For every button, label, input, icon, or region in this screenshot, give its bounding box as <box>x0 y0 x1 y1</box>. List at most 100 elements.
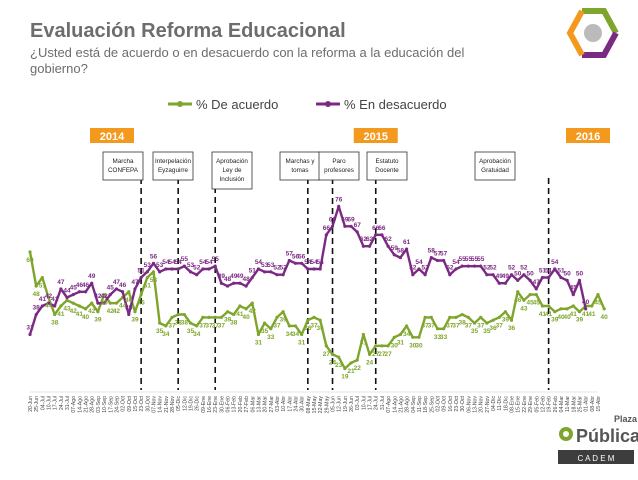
data-point <box>559 307 563 311</box>
data-point <box>405 247 409 251</box>
data-point <box>380 344 384 348</box>
data-point <box>516 278 520 282</box>
x-tick-label: 09-Oct <box>442 395 448 411</box>
data-point <box>34 312 38 317</box>
data-label: 42 <box>70 308 78 315</box>
data-label: 37 <box>428 322 436 329</box>
x-tick-label: 28-Ago <box>405 396 411 413</box>
data-point <box>472 321 477 325</box>
data-label: 45 <box>570 285 578 292</box>
data-point <box>158 321 162 325</box>
data-point <box>28 332 32 337</box>
legend-marker <box>177 101 183 107</box>
data-label: 58 <box>428 248 436 255</box>
x-tick-label: 10-Jul <box>361 396 367 410</box>
data-label: 22 <box>354 365 362 372</box>
data-label: 37 <box>212 322 220 329</box>
event-label: Paro <box>332 158 346 165</box>
event-box <box>474 151 516 181</box>
x-tick-label: 17-Jul <box>368 396 374 410</box>
x-tick-label: 17-Jul <box>53 396 59 410</box>
data-label: 41 <box>570 311 578 318</box>
data-point <box>485 321 489 325</box>
x-tick-label: 15-Abr <box>596 396 602 412</box>
data-point <box>349 361 353 365</box>
data-label: 52 <box>508 265 516 272</box>
data-label: 52 <box>193 265 201 272</box>
x-tick-label: 02-Oct <box>121 395 127 411</box>
data-label: 55 <box>471 256 479 263</box>
data-point <box>596 293 600 297</box>
data-point <box>256 267 261 271</box>
x-tick-label: 14-Ago <box>392 396 398 413</box>
data-point <box>269 270 273 274</box>
cadem-logo-icon <box>566 8 619 58</box>
data-point <box>238 304 242 308</box>
x-tick-label: 03-Abr <box>275 396 281 412</box>
data-point <box>306 318 310 322</box>
data-point <box>497 281 501 285</box>
data-label: 40 <box>601 314 609 321</box>
data-label: 50 <box>576 270 584 277</box>
data-point <box>219 281 223 285</box>
data-point <box>182 312 186 317</box>
data-point <box>528 278 532 282</box>
x-tick-label: 14-Ago <box>77 396 83 413</box>
x-tick-label: 04-Sep <box>411 396 417 413</box>
data-point <box>108 293 112 297</box>
data-label: 47 <box>131 279 139 286</box>
data-point <box>466 264 470 268</box>
event-label: CONFEPA <box>108 167 139 174</box>
data-point <box>213 315 217 319</box>
data-point <box>448 273 452 277</box>
data-label: 38 <box>33 305 41 312</box>
data-label: 21 <box>347 368 355 375</box>
data-point <box>485 273 489 277</box>
data-label: 53 <box>156 262 164 269</box>
data-label: 40 <box>82 314 90 321</box>
data-point <box>188 270 193 274</box>
event-label: profesores <box>324 167 354 174</box>
x-tick-label: 27-Nov <box>485 396 491 413</box>
data-label: 54 <box>175 259 183 266</box>
data-label: 30 <box>409 342 417 349</box>
data-point <box>225 310 230 314</box>
data-point <box>547 275 551 280</box>
data-label: 54 <box>317 259 325 266</box>
data-point <box>244 307 248 311</box>
data-point <box>133 287 137 291</box>
data-point <box>133 310 137 314</box>
data-label: 41 <box>76 311 84 318</box>
data-point <box>423 273 427 277</box>
data-point <box>411 273 415 277</box>
data-point <box>454 315 458 319</box>
data-label: 52 <box>409 265 417 272</box>
data-label: 51 <box>557 268 565 275</box>
data-label: 41 <box>51 296 59 303</box>
data-label: 54 <box>310 259 318 266</box>
chart-subtitle: ¿Usted está de acuerdo o en desacuerdo c… <box>30 45 465 76</box>
data-point <box>164 267 168 271</box>
data-point <box>509 318 514 322</box>
event-box <box>366 151 408 181</box>
data-point <box>182 264 186 268</box>
data-point <box>429 315 433 319</box>
data-point <box>423 315 427 319</box>
data-point <box>59 287 63 291</box>
data-label: 38 <box>51 320 59 327</box>
data-label: 34 <box>292 331 300 338</box>
data-point <box>374 233 378 237</box>
data-label: 54 <box>452 259 460 266</box>
event-label: Eyzaguirre <box>158 167 189 174</box>
x-tick-label: 07-Nov <box>151 396 157 413</box>
data-label: 55 <box>181 256 189 263</box>
data-label: 27 <box>372 351 380 358</box>
data-point <box>392 335 396 339</box>
data-label: 37 <box>422 322 430 329</box>
data-point <box>306 267 310 271</box>
data-label: 49 <box>496 273 504 280</box>
data-point <box>219 315 223 319</box>
data-label: 38 <box>459 320 467 327</box>
data-label: 55 <box>212 256 220 263</box>
data-label: 52 <box>422 265 430 272</box>
